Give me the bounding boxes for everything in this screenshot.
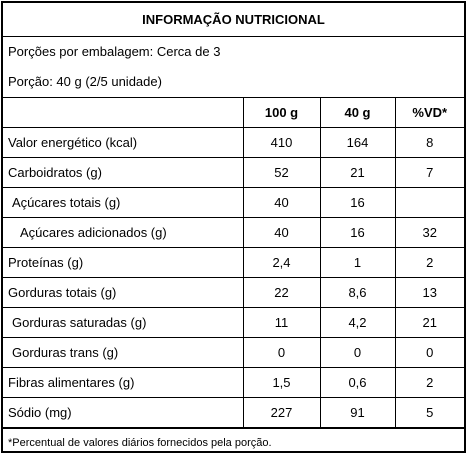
value-per-40g: 4,2 [319,307,396,338]
value-per-100g: 410 [242,127,321,158]
nutrient-name: Carboidratos (g) [3,157,244,188]
value-per-100g: 40 [242,187,321,218]
value-daily-percent: 8 [394,127,464,158]
nutrient-name: Gorduras totais (g) [3,277,244,308]
nutrition-facts-panel: INFORMAÇÃO NUTRICIONAL Porções por embal… [1,1,466,453]
table-row: Açúcares adicionados (g) 40 16 32 [3,217,464,248]
nutrition-table: 100 g 40 g %VD* Valor energético (kcal) … [3,98,464,428]
value-daily-percent: 0 [394,337,464,368]
footnote: *Percentual de valores diários fornecido… [3,428,464,458]
table-row: Gorduras trans (g) 0 0 0 [3,337,464,368]
nutrition-title: INFORMAÇÃO NUTRICIONAL [3,3,464,37]
value-per-100g: 2,4 [242,247,321,278]
nutrient-name: Gorduras saturadas (g) [3,307,244,338]
header-daily-value: %VD* [394,98,464,128]
value-per-100g: 1,5 [242,367,321,398]
table-row: Gorduras saturadas (g) 11 4,2 21 [3,307,464,338]
value-daily-percent: 2 [394,247,464,278]
header-per-100g: 100 g [242,98,321,128]
value-per-40g: 16 [319,217,396,248]
value-daily-percent [394,187,464,218]
nutrient-name: Açúcares totais (g) [3,187,244,218]
nutrient-name: Sódio (mg) [3,397,244,428]
table-row: Açúcares totais (g) 40 16 [3,187,464,218]
value-daily-percent: 32 [394,217,464,248]
value-per-40g: 164 [319,127,396,158]
table-row: Valor energético (kcal) 410 164 8 [3,127,464,158]
value-daily-percent: 5 [394,397,464,428]
value-per-40g: 0 [319,337,396,368]
value-per-100g: 11 [242,307,321,338]
table-row: Gorduras totais (g) 22 8,6 13 [3,277,464,308]
table-header-row: 100 g 40 g %VD* [3,98,464,128]
servings-per-package: Porções por embalagem: Cerca de 3 [8,44,221,59]
value-per-100g: 0 [242,337,321,368]
table-row: Proteínas (g) 2,4 1 2 [3,247,464,278]
header-nutrient [3,98,244,128]
nutrient-name: Fibras alimentares (g) [3,367,244,398]
serving-size: Porção: 40 g (2/5 unidade) [3,67,464,98]
table-row: Carboidratos (g) 52 21 7 [3,157,464,188]
value-per-100g: 22 [242,277,321,308]
value-daily-percent: 13 [394,277,464,308]
value-per-40g: 21 [319,157,396,188]
value-per-40g: 0,6 [319,367,396,398]
value-per-40g: 16 [319,187,396,218]
value-per-40g: 91 [319,397,396,428]
table-row: Fibras alimentares (g) 1,5 0,6 2 [3,367,464,398]
nutrient-name: Gorduras trans (g) [3,337,244,368]
value-per-100g: 52 [242,157,321,188]
value-daily-percent: 7 [394,157,464,188]
nutrient-name: Valor energético (kcal) [3,127,244,158]
header-per-40g: 40 g [319,98,396,128]
value-per-40g: 1 [319,247,396,278]
value-daily-percent: 21 [394,307,464,338]
value-per-100g: 227 [242,397,321,428]
value-per-100g: 40 [242,217,321,248]
value-per-40g: 8,6 [319,277,396,308]
nutrient-name: Açúcares adicionados (g) [3,217,244,248]
table-row: Sódio (mg) 227 91 5 [3,397,464,428]
value-daily-percent: 2 [394,367,464,398]
nutrient-name: Proteínas (g) [3,247,244,278]
